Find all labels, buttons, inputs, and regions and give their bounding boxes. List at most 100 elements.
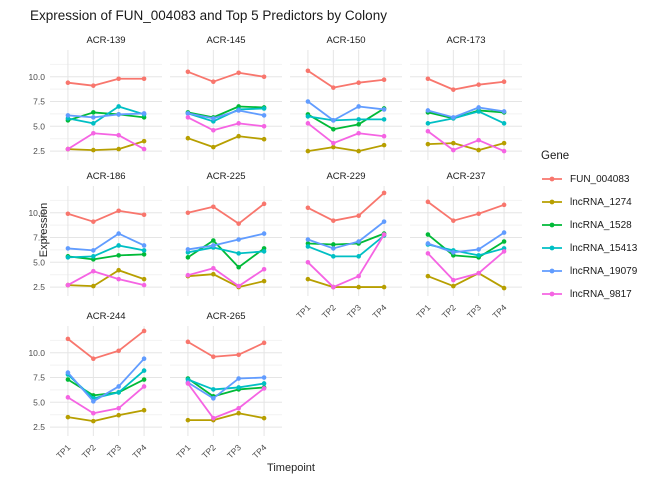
facet-strip-label: ACR-225 [206, 171, 246, 182]
series-line-lncRNA_9817 [427, 250, 505, 282]
data-point [211, 144, 216, 150]
data-point [356, 122, 361, 127]
series-line-lncRNA_1274 [67, 269, 145, 287]
data-point [141, 138, 147, 144]
facet-ACR-225: ACR-225 [170, 170, 290, 310]
data-point [451, 277, 456, 283]
x-tick-label: TP1 [294, 302, 312, 320]
data-point [91, 147, 96, 153]
data-point [185, 255, 191, 260]
data-point [261, 249, 267, 254]
data-point [261, 278, 267, 284]
series-line-lncRNA_19079 [67, 232, 145, 252]
data-point [381, 133, 387, 139]
data-point [331, 144, 336, 150]
series-line-FUN_004083 [67, 77, 145, 87]
data-point [305, 99, 311, 104]
data-point [425, 199, 431, 205]
data-point [236, 410, 241, 416]
data-point [476, 137, 481, 143]
series-line-lncRNA_9817 [187, 382, 265, 420]
series-line-lncRNA_15413 [427, 110, 505, 125]
data-point [141, 407, 147, 413]
data-point [451, 140, 456, 146]
data-point [451, 218, 456, 223]
facet-strip-label: ACR-265 [206, 311, 246, 322]
legend-entries: FUN_004083 lncRNA_1274 lncRNA_1528 lncRNA_1… [541, 172, 669, 301]
data-point [425, 251, 431, 256]
data-point [261, 74, 267, 80]
data-point [211, 238, 216, 243]
data-point [211, 265, 216, 271]
data-point [116, 112, 121, 117]
chart-title: Expression of FUN_004083 and Top 5 Predi… [30, 8, 387, 23]
data-point [451, 115, 456, 120]
data-point [261, 415, 267, 421]
series-line-lncRNA_15413 [67, 244, 145, 259]
data-point [211, 354, 216, 360]
series-line-lncRNA_9817 [427, 130, 505, 152]
data-point [141, 276, 147, 282]
series-line-lncRNA_19079 [187, 109, 265, 120]
data-point [356, 254, 361, 259]
data-point [331, 140, 336, 146]
data-point [381, 219, 387, 224]
series-line-lncRNA_1274 [307, 144, 385, 152]
data-point [261, 386, 267, 391]
data-point [356, 148, 361, 154]
y-tick-label: 5.0 [33, 257, 45, 267]
series-line-FUN_004083 [427, 77, 505, 91]
data-point [425, 232, 431, 237]
data-point [356, 130, 361, 136]
data-point [261, 340, 267, 346]
data-point [501, 121, 507, 126]
data-point [211, 396, 216, 401]
data-point [91, 356, 96, 362]
data-point [305, 260, 311, 265]
y-tick-label: 10.0 [28, 208, 45, 218]
data-point [476, 211, 481, 217]
data-point [91, 283, 96, 289]
data-point [236, 70, 241, 76]
data-point [425, 141, 431, 147]
x-tick-label: TP1 [414, 302, 432, 320]
data-point [116, 253, 121, 258]
data-point [501, 249, 507, 254]
data-point [65, 255, 71, 260]
data-point [236, 121, 241, 126]
data-point [211, 79, 216, 85]
facet-strip-label: ACR-237 [446, 171, 486, 182]
data-point [185, 247, 191, 252]
data-point [65, 113, 71, 118]
data-point [236, 405, 241, 411]
data-point [425, 76, 431, 82]
data-point [65, 146, 71, 152]
data-point [116, 231, 121, 236]
data-point [305, 205, 311, 211]
data-point [185, 339, 191, 345]
data-point [501, 109, 507, 114]
facet-strip-label: ACR-173 [446, 35, 486, 46]
x-tick-label: TP4 [370, 302, 388, 320]
data-point [356, 104, 361, 109]
legend-key-icon [542, 245, 562, 251]
series-line-lncRNA_9817 [187, 116, 265, 132]
y-tick-label: 5.0 [33, 121, 45, 131]
series-line-lncRNA_1274 [67, 140, 145, 151]
legend-entry-lncRNA_15413: lncRNA_15413 [541, 241, 669, 255]
data-point [211, 243, 216, 248]
series-line-lncRNA_1528 [187, 105, 265, 119]
data-point [476, 105, 481, 110]
legend-entry-label: lncRNA_9817 [570, 288, 632, 300]
data-point [381, 284, 387, 290]
data-point [65, 80, 71, 86]
data-point [141, 282, 147, 288]
legend: Gene FUN_004083 lncRNA_1274 lncRNA_1528 lnc… [541, 150, 669, 310]
data-point [91, 115, 96, 120]
data-point [261, 375, 267, 380]
data-point [116, 276, 121, 282]
facet-panel: TP1 TP2 TP3 TP4 [170, 326, 282, 460]
data-point [261, 201, 267, 207]
data-point [65, 282, 71, 288]
facet-panel [290, 50, 402, 160]
